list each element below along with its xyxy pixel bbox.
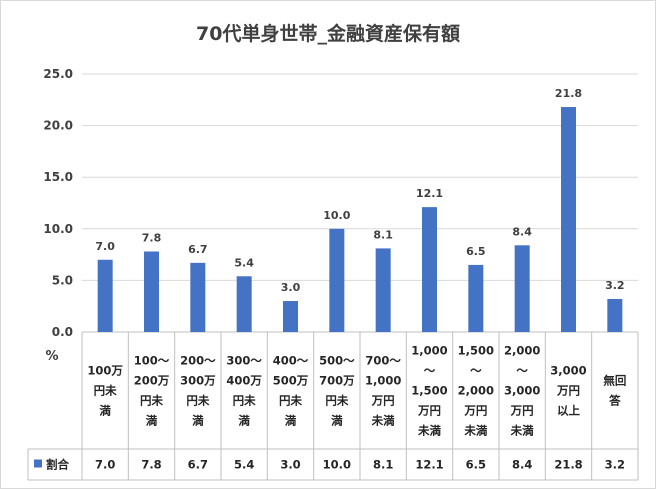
bar bbox=[375, 248, 391, 332]
legend-series-name: 割合 bbox=[46, 458, 69, 472]
data-label: 12.1 bbox=[416, 187, 443, 200]
table-value: 10.0 bbox=[323, 458, 351, 472]
bar bbox=[97, 259, 113, 332]
y-tick-label: 15.0 bbox=[43, 170, 73, 184]
table-value: 8.4 bbox=[512, 458, 532, 472]
table-value: 8.1 bbox=[373, 458, 393, 472]
bar bbox=[144, 251, 159, 332]
data-label: 10.0 bbox=[323, 209, 350, 222]
data-label: 5.4 bbox=[234, 256, 254, 269]
data-table: 100万円未満 100～ 200万円未満 200～ 300万円未満 300～ 400万円未満… bbox=[27, 332, 639, 481]
category-label: 400～ 500万円未満 bbox=[273, 354, 309, 428]
category-label: 2,000 ～ 3,000 万円未満 bbox=[504, 344, 540, 438]
table-value: 21.8 bbox=[554, 458, 582, 472]
bar bbox=[236, 276, 252, 332]
category-label: 無回答 bbox=[603, 374, 626, 408]
category-label: 500～ 700万円未満 bbox=[319, 354, 355, 428]
data-label: 8.4 bbox=[512, 225, 532, 238]
data-label: 6.7 bbox=[188, 243, 208, 256]
category-label: 1,500 ～ 2,000 万円未満 bbox=[458, 344, 494, 438]
category-label: 3,000 万円以上 bbox=[550, 364, 586, 418]
data-label: 3.0 bbox=[281, 281, 301, 294]
legend-key bbox=[34, 459, 42, 468]
bar bbox=[329, 228, 345, 332]
category-label: 200～ 300万円未満 bbox=[180, 354, 216, 428]
data-label: 7.8 bbox=[142, 232, 162, 245]
data-label: 3.2 bbox=[605, 279, 625, 292]
data-label: 8.1 bbox=[373, 228, 393, 241]
table-value: 7.0 bbox=[95, 458, 115, 472]
bar bbox=[190, 262, 206, 332]
table-value: 5.4 bbox=[234, 458, 254, 472]
bar bbox=[468, 264, 484, 332]
table-value: 6.7 bbox=[188, 458, 208, 472]
table-value: 6.5 bbox=[466, 458, 486, 472]
bars bbox=[97, 107, 623, 332]
y-tick-label: 20.0 bbox=[43, 119, 73, 133]
category-label: 700～ 1,000 万円未満 bbox=[365, 354, 401, 428]
data-labels: 7.0 7.8 6.7 5.4 3.0 10.0 8.1 12.1 6.5 8.4 21.8 3.2 bbox=[95, 87, 624, 294]
bar bbox=[422, 207, 437, 332]
category-label: 100万円未満 bbox=[87, 364, 123, 418]
y-axis-unit-label: % bbox=[45, 349, 58, 364]
data-label: 6.5 bbox=[466, 245, 486, 258]
table-value: 12.1 bbox=[415, 458, 443, 472]
category-label: 1,000 ～ 1,500 万円未満 bbox=[411, 344, 447, 438]
y-tick-label: 25.0 bbox=[43, 67, 73, 81]
bar bbox=[607, 298, 623, 332]
y-tick-label: 10.0 bbox=[43, 222, 73, 236]
category-label: 300～ 400万円未満 bbox=[226, 354, 262, 428]
y-tick-label: 0.0 bbox=[52, 325, 73, 339]
y-tick-label: 5.0 bbox=[52, 273, 73, 287]
table-value: 7.8 bbox=[141, 458, 161, 472]
bar bbox=[283, 301, 298, 332]
chart-title: 70代単身世帯_金融資産保有額 bbox=[196, 22, 460, 45]
data-label: 21.8 bbox=[555, 87, 582, 100]
table-value: 3.2 bbox=[605, 458, 625, 472]
y-axis-ticks: 0.0 5.0 10.0 15.0 20.0 25.0 bbox=[43, 67, 73, 339]
table-value: 3.0 bbox=[280, 458, 300, 472]
bar bbox=[514, 245, 530, 332]
category-label: 100～ 200万円未満 bbox=[134, 354, 170, 428]
data-label: 7.0 bbox=[95, 240, 115, 253]
bar bbox=[561, 107, 576, 332]
